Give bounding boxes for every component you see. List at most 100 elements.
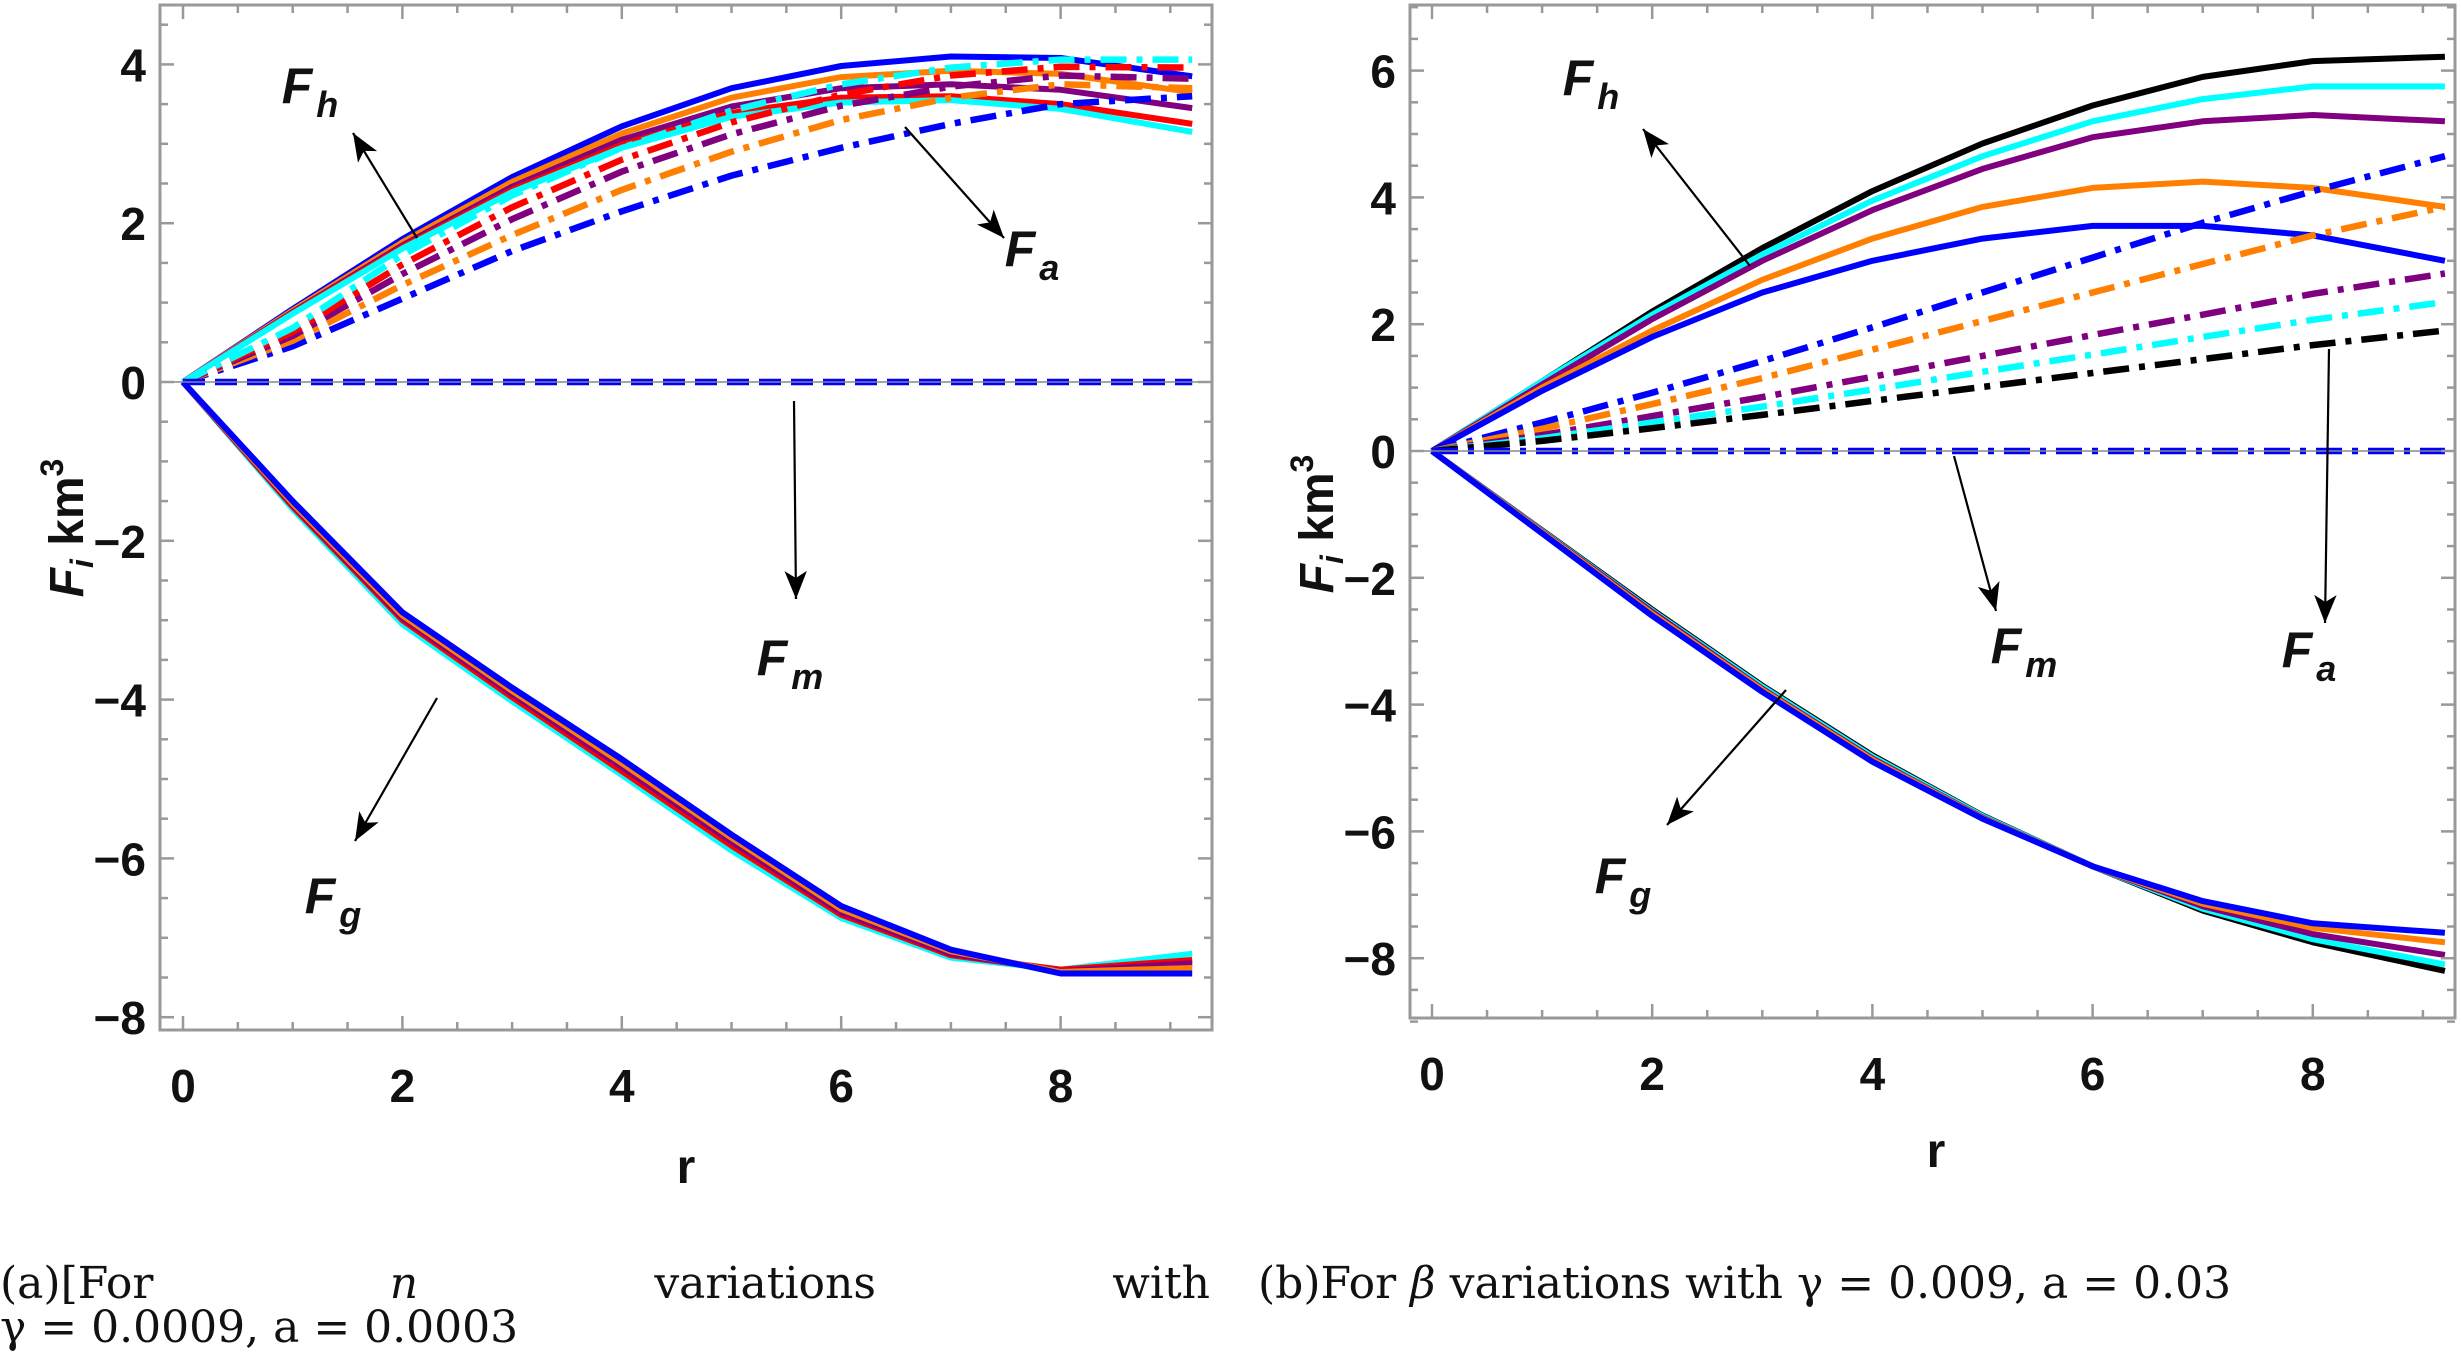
- series-line-fa-purple: [181, 72, 1193, 385]
- annotation-arrow-fm: [1952, 455, 2000, 612]
- series-line-fa-blue: [181, 92, 1193, 386]
- series-line-fa-orange: [181, 81, 1193, 386]
- series-line-fa-black: [1431, 327, 2446, 455]
- x-axis-label: r: [677, 1141, 696, 1194]
- plot-frame: [158, 3, 1214, 1032]
- y-tick-label: 2: [120, 198, 146, 250]
- y-tick-label: 6: [1370, 46, 1396, 98]
- y-tick-label: 4: [120, 39, 146, 91]
- y-tick-label: −2: [94, 516, 146, 568]
- annotation-main: F: [1005, 221, 1037, 277]
- series-line-fh-blue: [1430, 222, 2446, 454]
- caption-a-word: variations: [654, 1258, 876, 1309]
- x-tick-label: 2: [1639, 1048, 1665, 1100]
- annotation-main: F: [2282, 622, 2314, 678]
- series-line-fa-red: [181, 63, 1193, 385]
- series-line-fa-cyan: [1431, 298, 2446, 455]
- y-axis-label-unit: km: [41, 476, 94, 559]
- annotation-arrow-fa: [2314, 348, 2337, 624]
- caption-a-prefix: (a)[For: [0, 1258, 154, 1309]
- annotation-arrow-fg: [354, 697, 438, 842]
- caption-b-a-value: 0.03: [2133, 1258, 2232, 1309]
- annotation-main: F: [1563, 50, 1595, 106]
- x-tick-label: 8: [1048, 1060, 1074, 1112]
- annotation-sub: g: [1628, 874, 1651, 915]
- series-line-fa-orange: [1431, 203, 2446, 455]
- x-tick-label: 4: [609, 1060, 635, 1112]
- caption-b: (b)For β variations with γ = 0.009, a = …: [1258, 1262, 2448, 1306]
- series-line-fh-purple: [1430, 112, 2446, 454]
- caption-a-word: with: [1112, 1258, 1210, 1309]
- y-tick-label: 2: [1370, 299, 1396, 351]
- annotation-sub: h: [1597, 76, 1619, 117]
- caption-b-gamma: γ = 0.009,: [1796, 1258, 2029, 1309]
- series-line-fg-blue: [1430, 448, 2446, 936]
- y-axis-label-unit: km: [1291, 472, 1344, 555]
- caption-a: (a)[For n variations with γ = 0.0009, a …: [0, 1262, 1210, 1350]
- y-tick-label: −6: [94, 833, 146, 885]
- caption-b-variable: β: [1410, 1258, 1436, 1309]
- annotation-sub: a: [1039, 247, 1059, 288]
- series-line-fg-orange: [1430, 448, 2446, 946]
- y-tick-label: −2: [1344, 553, 1396, 605]
- y-axis-label-sup: 3: [1284, 455, 1320, 473]
- series-line-fa-cyan: [181, 56, 1193, 385]
- x-tick-label: 2: [390, 1060, 416, 1112]
- y-axis-label-sup: 3: [34, 459, 70, 477]
- caption-b-text: variations with: [1449, 1258, 1783, 1309]
- y-tick-label: −4: [1344, 680, 1397, 732]
- annotation-arrow-fh: [1642, 128, 1751, 267]
- annotation-sub: a: [2316, 648, 2336, 689]
- annotation-main: F: [305, 868, 337, 924]
- caption-a-variable: n: [389, 1258, 419, 1309]
- series-line-fg-purple: [1430, 448, 2446, 958]
- y-axis-label-sub: i: [64, 558, 100, 568]
- y-axis-label: Fi km3: [34, 459, 100, 598]
- annotation-sub: g: [338, 894, 361, 935]
- y-axis-label-main: F: [41, 566, 94, 597]
- series-line-fa-blue: [1431, 153, 2446, 455]
- annotation-main: F: [757, 630, 789, 686]
- annotation-arrow-fa: [904, 126, 1005, 239]
- y-tick-label: −4: [94, 675, 147, 727]
- series-line-fh-cyan: [1430, 83, 2445, 454]
- annotation-arrow-fm: [784, 400, 807, 600]
- caption-a-a: a = 0.0003: [273, 1302, 519, 1353]
- caption-a-gamma: γ = 0.0009,: [0, 1302, 260, 1353]
- annotation-sub: h: [316, 84, 338, 125]
- y-axis-label-sub: i: [1314, 554, 1350, 564]
- y-tick-label: 0: [120, 357, 146, 409]
- y-tick-label: −6: [1344, 806, 1396, 858]
- x-tick-label: 0: [170, 1060, 196, 1112]
- annotation-sub: m: [2025, 644, 2057, 685]
- x-tick-label: 4: [1860, 1048, 1886, 1100]
- annotation-arrow-fh: [352, 132, 418, 239]
- y-tick-label: −8: [1344, 933, 1396, 985]
- y-tick-label: −8: [94, 992, 146, 1044]
- series-line-fh-orange: [1430, 178, 2446, 454]
- y-tick-label: 0: [1370, 426, 1396, 478]
- caption-b-a: a =: [2042, 1258, 2120, 1309]
- annotation-arrow-fg: [1666, 689, 1787, 826]
- series-line-fh-cyan: [181, 97, 1193, 385]
- x-tick-label: 6: [2080, 1048, 2106, 1100]
- series-line-fa-purple: [1431, 270, 2446, 455]
- annotation-main: F: [1595, 848, 1627, 904]
- series-line-fg-cyan: [1430, 448, 2446, 968]
- annotation-main: F: [282, 58, 314, 114]
- series-line-fg-blue: [180, 379, 1193, 977]
- annotation-sub: m: [791, 656, 823, 697]
- x-tick-label: 0: [1419, 1048, 1445, 1100]
- y-axis-label-main: F: [1291, 562, 1344, 593]
